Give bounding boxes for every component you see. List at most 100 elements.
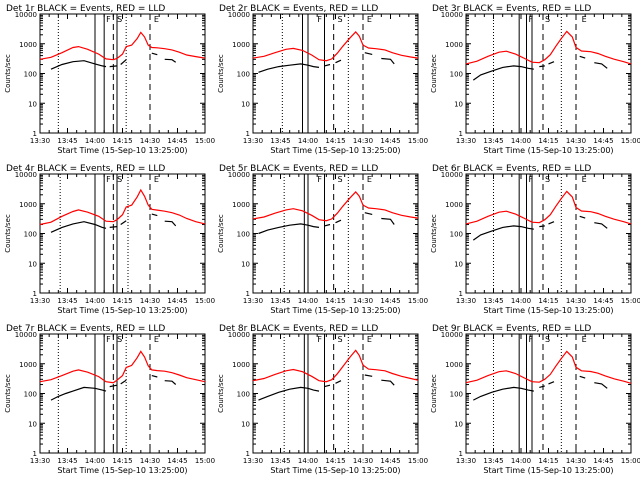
y-tick-label: 100 (450, 71, 463, 79)
x-tick-label: 14:45 (593, 297, 613, 305)
x-tick-label: 14:30 (140, 457, 160, 465)
y-tick-label: 10000 (15, 11, 37, 19)
y-tick-label: 10000 (441, 11, 463, 19)
y-tick-label: 10 (241, 260, 250, 268)
x-tick-label: 14:45 (380, 457, 400, 465)
marker-letter: E (367, 175, 372, 184)
events-series-line (258, 223, 320, 235)
events-series-line (120, 220, 127, 225)
x-tick-label: 13:30 (456, 457, 476, 465)
events-series-line (324, 63, 331, 67)
x-tick-label: 14:45 (380, 297, 400, 305)
y-axis-label: Counts/sec (217, 54, 225, 93)
chart-title: Det 9r BLACK = Events, RED = LLD (432, 324, 591, 334)
x-tick-label: 15:00 (408, 457, 428, 465)
events-series-line (335, 59, 342, 64)
x-tick-label: 14:30 (140, 297, 160, 305)
y-tick-label: 10 (454, 420, 463, 428)
y-tick-label: 1000 (445, 41, 463, 49)
x-tick-label: 13:45 (270, 137, 290, 145)
x-axis-label: Start Time (15-Sep-10 13:25:00) (483, 146, 613, 155)
lld-series-line (465, 30, 632, 65)
y-tick-label: 1000 (19, 201, 37, 209)
x-tick-label: 13:30 (30, 457, 50, 465)
x-tick-label: 14:00 (85, 457, 105, 465)
marker-letter: S (545, 15, 550, 24)
x-tick-label: 13:45 (270, 457, 290, 465)
x-tick-label: 13:45 (57, 137, 77, 145)
chart-panel-8: Det 8r BLACK = Events, RED = LLD 1 10 100 10… (217, 324, 428, 475)
y-axis-label: Counts/sec (430, 214, 438, 253)
y-tick-label: 10000 (15, 331, 37, 339)
y-tick-label: 10000 (228, 331, 250, 339)
y-tick-label: 100 (24, 71, 37, 79)
chart-title: Det 1r BLACK = Events, RED = LLD (6, 4, 165, 14)
x-tick-label: 15:00 (408, 137, 428, 145)
y-tick-label: 100 (237, 391, 250, 399)
y-tick-label: 10 (28, 260, 37, 268)
y-tick-label: 1 (33, 130, 37, 138)
x-tick-label: 13:30 (243, 457, 263, 465)
events-series-line (164, 380, 177, 385)
x-tick-label: 13:30 (456, 137, 476, 145)
marker-letter: F (317, 335, 322, 344)
x-tick-label: 14:45 (593, 137, 613, 145)
y-tick-label: 1000 (445, 361, 463, 369)
events-series-line (594, 222, 608, 229)
x-tick-label: 15:00 (621, 297, 640, 305)
lld-series-line (465, 350, 632, 384)
y-tick-label: 10 (454, 100, 463, 108)
y-axis-label: Counts/sec (4, 54, 12, 93)
events-series-line (258, 386, 320, 401)
x-tick-label: 14:00 (511, 137, 531, 145)
y-tick-label: 10000 (228, 171, 250, 179)
x-tick-label: 14:15 (112, 457, 132, 465)
marker-letter: E (154, 15, 159, 24)
x-tick-label: 14:45 (167, 457, 187, 465)
x-axis-label: Start Time (15-Sep-10 13:25:00) (483, 306, 613, 315)
y-tick-label: 100 (24, 231, 37, 239)
events-series-line (109, 384, 118, 388)
y-tick-label: 100 (450, 391, 463, 399)
events-series-line (472, 65, 534, 81)
marker-letter: E (582, 175, 587, 184)
y-tick-label: 1 (246, 290, 250, 298)
marker-letter: E (154, 175, 159, 184)
events-series-line (579, 55, 586, 59)
lld-series-line (465, 190, 632, 225)
x-tick-label: 14:00 (298, 137, 318, 145)
x-tick-label: 15:00 (621, 137, 640, 145)
x-tick-label: 15:00 (621, 457, 640, 465)
y-tick-label: 100 (237, 231, 250, 239)
x-tick-label: 14:00 (85, 297, 105, 305)
x-tick-label: 14:45 (593, 457, 613, 465)
x-tick-label: 14:15 (112, 137, 132, 145)
y-tick-label: 1000 (232, 201, 250, 209)
events-series-line (539, 225, 545, 228)
events-series-line (548, 221, 555, 225)
events-series-line (258, 63, 320, 73)
chart-panel-5: Det 5r BLACK = Events, RED = LLD 1 10 100 10… (217, 164, 428, 315)
x-tick-label: 14:00 (511, 297, 531, 305)
x-tick-label: 13:30 (30, 137, 50, 145)
y-tick-label: 10000 (15, 171, 37, 179)
x-tick-label: 15:00 (195, 457, 215, 465)
marker-letter: F (317, 175, 322, 184)
y-tick-label: 1 (459, 130, 463, 138)
lld-series-line (252, 349, 419, 383)
chart-title: Det 2r BLACK = Events, RED = LLD (219, 4, 378, 14)
y-tick-label: 10000 (228, 11, 250, 19)
x-tick-label: 14:30 (353, 457, 373, 465)
events-series-line (335, 219, 342, 224)
y-tick-label: 10000 (441, 171, 463, 179)
chart-title: Det 8r BLACK = Events, RED = LLD (219, 324, 378, 334)
events-series-line (120, 59, 127, 65)
x-tick-label: 13:45 (57, 457, 77, 465)
y-tick-label: 100 (24, 391, 37, 399)
events-series-line (120, 379, 127, 385)
x-tick-label: 14:15 (325, 137, 345, 145)
x-tick-label: 14:45 (380, 137, 400, 145)
events-series-line (364, 212, 373, 215)
lld-series-line (39, 350, 206, 384)
x-tick-label: 14:30 (566, 457, 586, 465)
